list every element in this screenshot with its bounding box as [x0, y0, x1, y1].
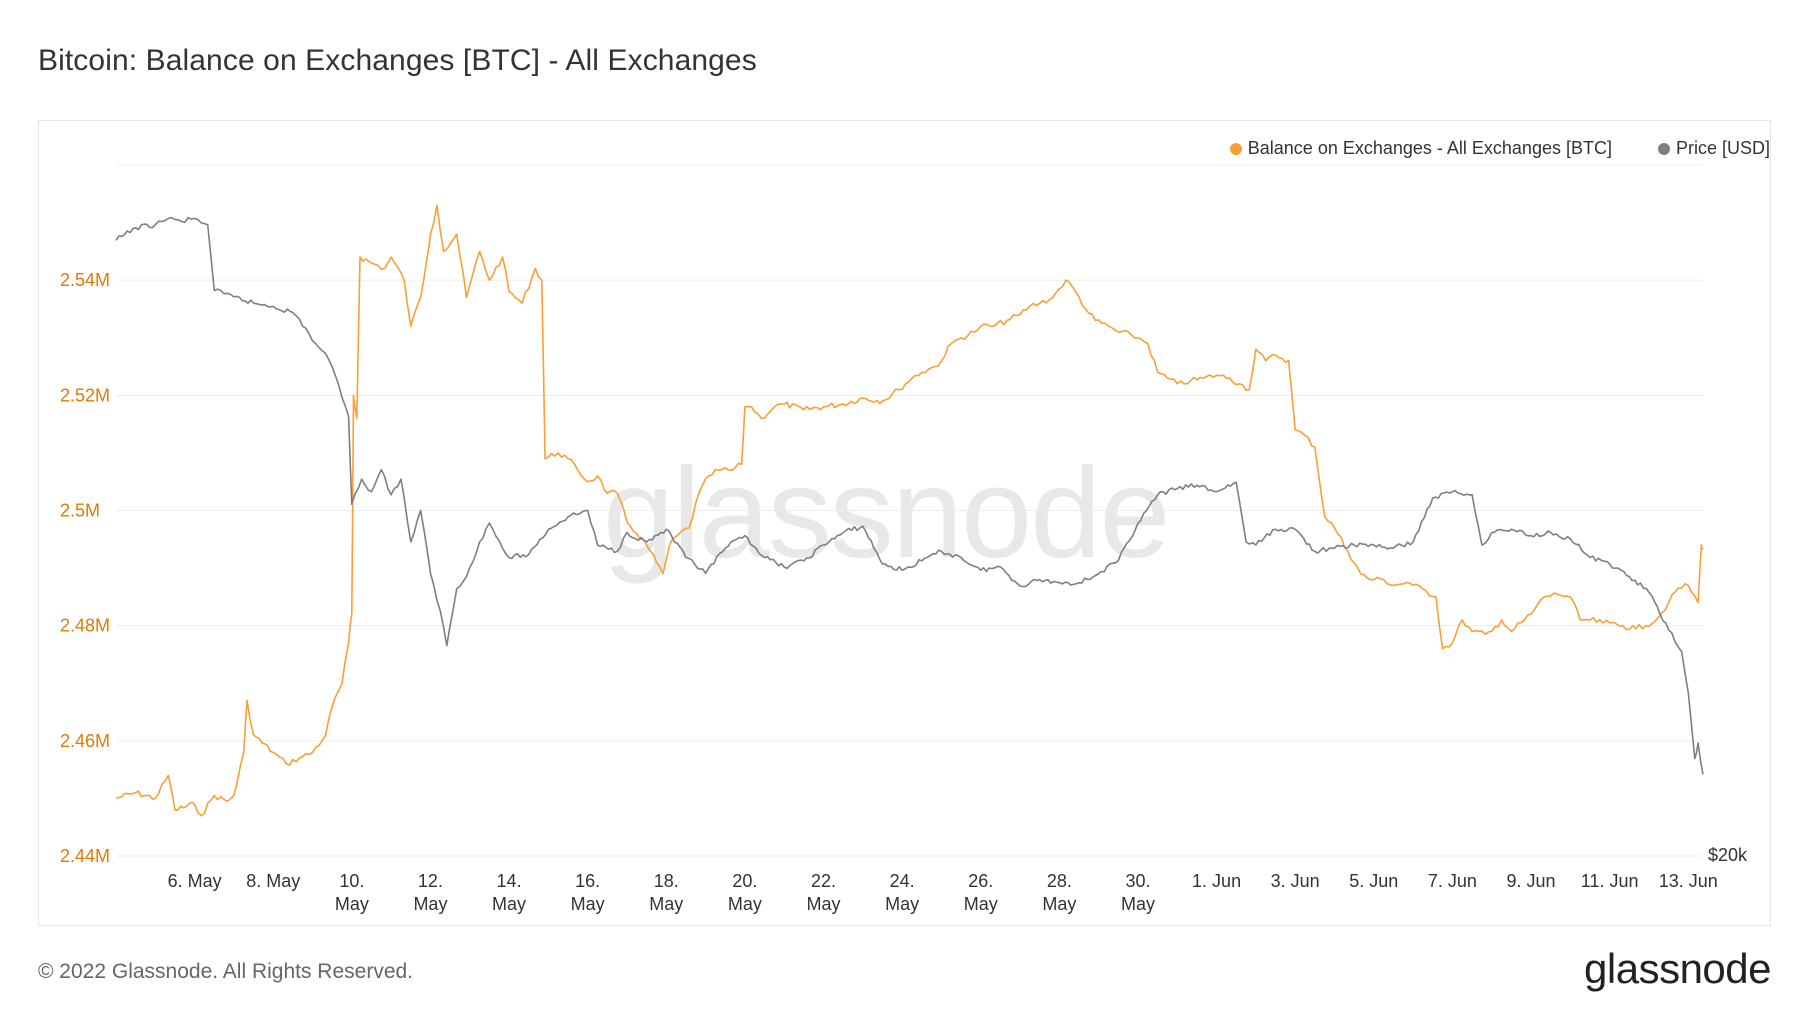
x-tick-label: 10.: [339, 871, 364, 891]
x-tick-label: May: [649, 894, 683, 914]
y-left-tick-label: 2.5M: [60, 501, 100, 521]
x-tick-label: 6. May: [168, 871, 222, 891]
x-tick-label: May: [335, 894, 369, 914]
legend: Balance on Exchanges - All Exchanges [BT…: [1229, 138, 1770, 159]
x-tick-label: 20.: [732, 871, 757, 891]
x-tick-label: May: [728, 894, 762, 914]
x-tick-label: 9. Jun: [1507, 871, 1556, 891]
y-left-tick-label: 2.54M: [60, 270, 110, 290]
x-tick-label: 14.: [497, 871, 522, 891]
x-tick-label: 5. Jun: [1349, 871, 1398, 891]
x-tick-label: 13. Jun: [1659, 871, 1718, 891]
x-tick-label: 3. Jun: [1271, 871, 1320, 891]
y-left-tick-label: 2.46M: [60, 731, 110, 751]
series-line-balance: [115, 204, 1704, 817]
legend-dot-price: [1657, 142, 1670, 155]
x-tick-label: 30.: [1125, 871, 1150, 891]
x-tick-label: 11. Jun: [1581, 871, 1639, 891]
legend-dot-balance: [1229, 142, 1242, 155]
x-tick-label: 1. Jun: [1192, 871, 1241, 891]
legend-item-balance[interactable]: Balance on Exchanges - All Exchanges [BT…: [1229, 138, 1612, 159]
series-line-price: [115, 216, 1704, 775]
x-tick-label: 28.: [1047, 871, 1072, 891]
x-tick-label: May: [1042, 894, 1076, 914]
legend-label-price: Price [USD]: [1675, 138, 1770, 158]
x-tick-label: 22.: [811, 871, 836, 891]
chart-title: Bitcoin: Balance on Exchanges [BTC] - Al…: [38, 44, 757, 77]
glassnode-logo: glassnode: [1584, 945, 1771, 992]
x-tick-label: May: [413, 894, 447, 914]
x-tick-label: 26.: [968, 871, 993, 891]
legend-item-price[interactable]: Price [USD]: [1657, 138, 1770, 159]
copyright-text: © 2022 Glassnode. All Rights Reserved.: [38, 960, 414, 983]
chart-panel: [38, 120, 1771, 926]
x-tick-label: May: [885, 894, 919, 914]
x-tick-label: 16.: [575, 871, 600, 891]
y-right-tick-label: $20k: [1708, 845, 1748, 865]
x-tick-label: May: [571, 894, 605, 914]
y-left-tick-label: 2.44M: [60, 846, 110, 866]
x-tick-label: May: [1121, 894, 1155, 914]
x-tick-label: 8. May: [246, 871, 300, 891]
x-tick-label: 18.: [654, 871, 679, 891]
y-left-tick-label: 2.52M: [60, 385, 110, 405]
y-left-tick-label: 2.48M: [60, 616, 110, 636]
x-tick-label: 24.: [890, 871, 915, 891]
x-tick-label: May: [964, 894, 998, 914]
legend-label-balance: Balance on Exchanges - All Exchanges [BT…: [1247, 138, 1612, 158]
x-tick-label: May: [492, 894, 526, 914]
x-tick-label: 7. Jun: [1428, 871, 1477, 891]
x-tick-label: May: [807, 894, 841, 914]
x-tick-label: 12.: [418, 871, 443, 891]
